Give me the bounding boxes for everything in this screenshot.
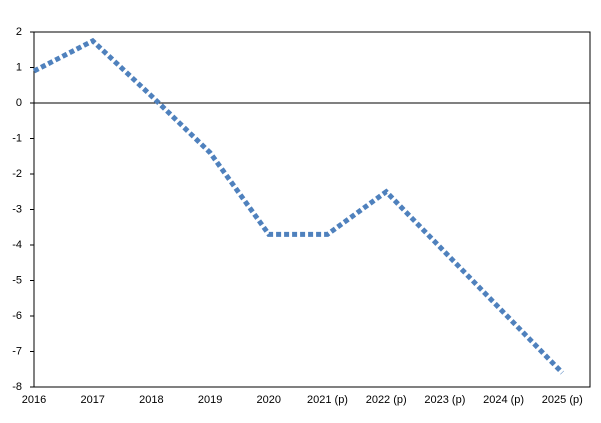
x-tick-label: 2020: [257, 394, 281, 406]
x-tick-label: 2024 (p): [483, 394, 524, 406]
y-tick-label: -1: [12, 132, 22, 144]
x-tick-label: 2018: [139, 394, 163, 406]
y-tick-label: -3: [12, 203, 22, 215]
y-tick-label: 0: [16, 97, 22, 109]
y-tick-label: -8: [12, 381, 22, 393]
y-tick-label: -6: [12, 310, 22, 322]
y-tick-label: 1: [16, 61, 22, 73]
x-tick-label: 2019: [198, 394, 222, 406]
x-tick-label: 2022 (p): [366, 394, 407, 406]
y-tick-label: -2: [12, 168, 22, 180]
x-tick-label: 2025 (p): [542, 394, 583, 406]
y-tick-label: -5: [12, 274, 22, 286]
y-tick-label: -7: [12, 345, 22, 357]
y-tick-label: -4: [12, 239, 22, 251]
data-line: [32, 37, 565, 375]
plot-border: [33, 31, 591, 388]
x-tick-label: 2023 (p): [424, 394, 465, 406]
x-tick-label: 2017: [80, 394, 104, 406]
y-tick-label: 2: [16, 26, 22, 38]
x-tick-label: 2016: [22, 394, 46, 406]
x-tick-label: 2021 (p): [307, 394, 348, 406]
